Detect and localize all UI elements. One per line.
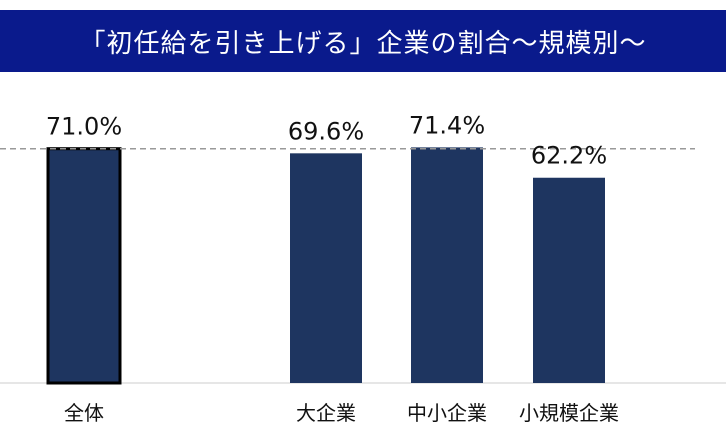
value-label-0: 71.0% (46, 113, 122, 141)
category-label-0: 全体 (64, 401, 104, 425)
value-label-1: 69.6% (288, 117, 364, 145)
value-label-2: 71.4% (409, 111, 485, 139)
bar-1 (290, 153, 362, 383)
bar-0 (46, 147, 122, 385)
category-label-1: 大企業 (296, 401, 356, 425)
category-label-2: 中小企業 (407, 401, 487, 425)
bar-3 (533, 177, 605, 383)
chart-title-bar: 「初任給を引き上げる」企業の割合～規模別～ (0, 10, 726, 72)
category-label-3: 小規模企業 (519, 401, 619, 425)
value-label-3: 62.2% (531, 142, 607, 170)
bar-2 (411, 147, 483, 383)
chart-title: 「初任給を引き上げる」企業の割合～規模別～ (79, 28, 647, 59)
